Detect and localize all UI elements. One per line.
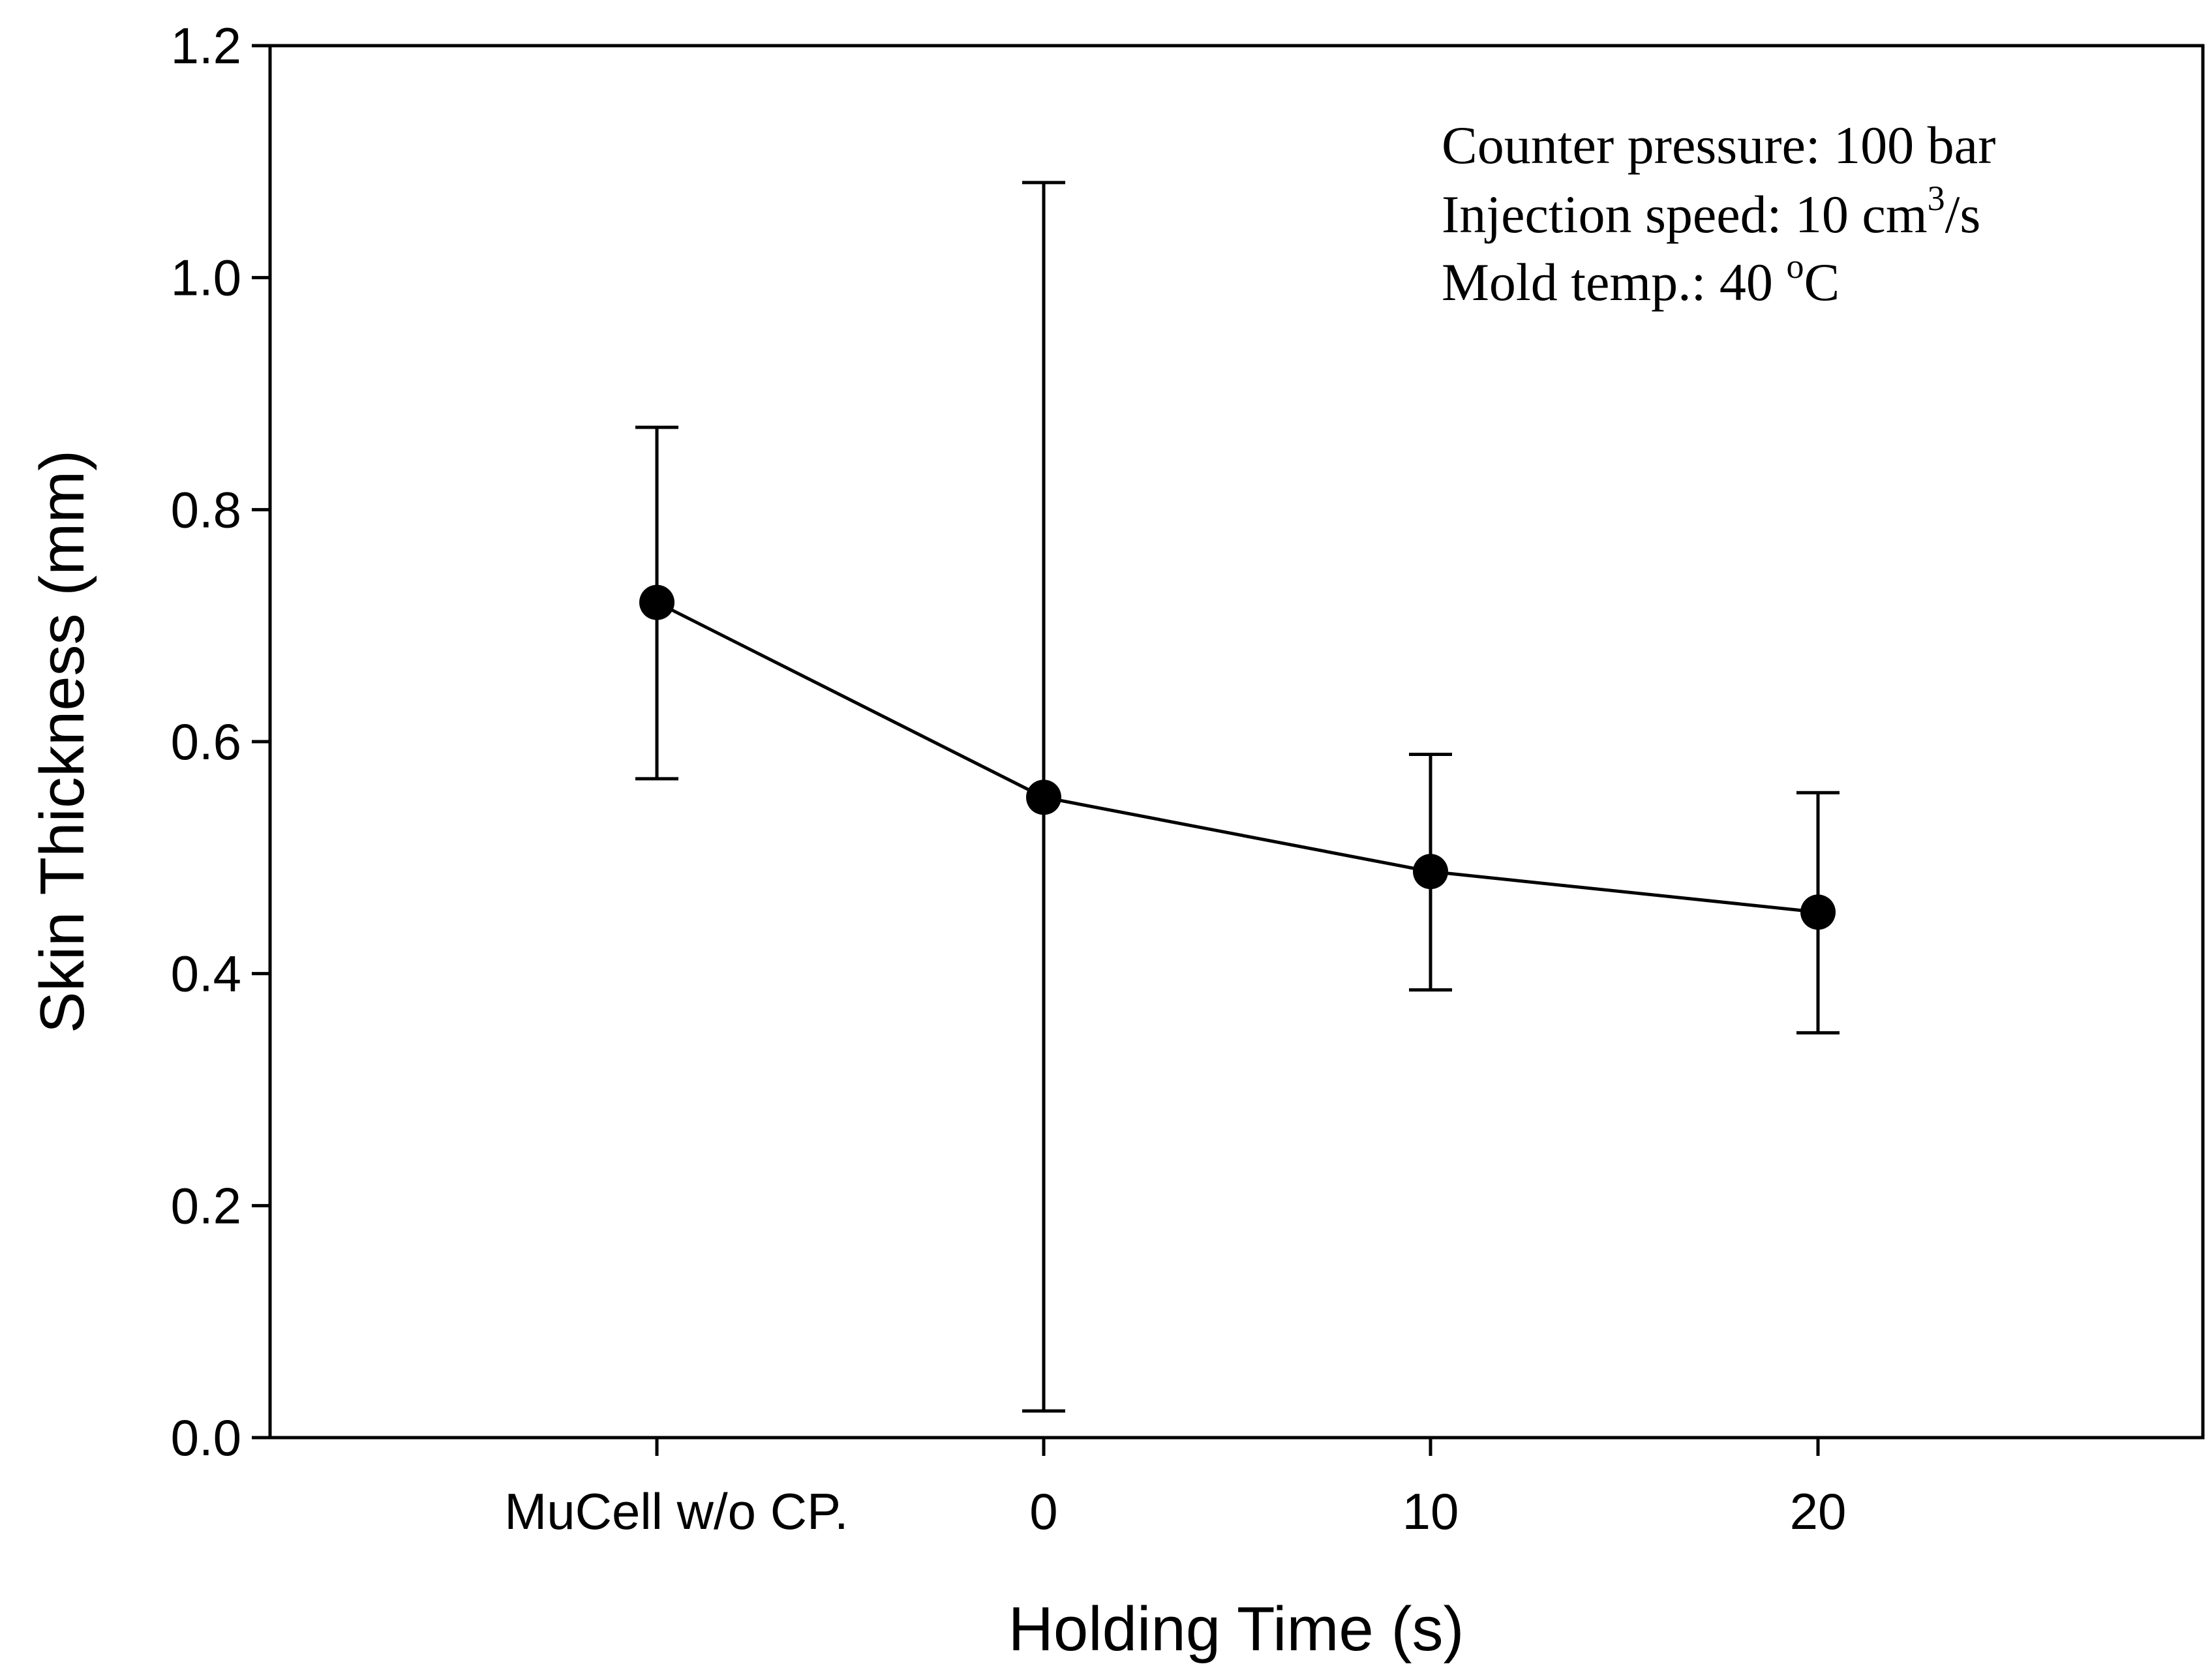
y-axis: 0.0 0.2 0.4 0.6 0.8 1.0 1.2 <box>171 17 270 1466</box>
data-point <box>639 584 674 620</box>
mold-temp-degree: o <box>1786 247 1804 286</box>
injection-speed-unit: /s <box>1945 185 1981 244</box>
y-tick-label: 0.2 <box>171 1177 241 1234</box>
y-tick-label: 1.0 <box>171 249 241 307</box>
injection-speed-main: Injection speed: 10 cm <box>1442 185 1928 244</box>
data-point <box>1800 894 1836 930</box>
annotation-mold-temp: Mold temp.: 40 oC <box>1442 247 1840 312</box>
y-tick-label: 0.4 <box>171 945 241 1003</box>
x-tick-label: 10 <box>1402 1483 1459 1540</box>
x-axis: MuCell w/o CP. 0 10 20 <box>504 1438 1846 1540</box>
x-tick-label: 20 <box>1790 1483 1847 1540</box>
x-tick-label: MuCell w/o CP. <box>504 1483 848 1540</box>
data-point <box>1026 779 1061 815</box>
x-tick-label: 0 <box>1029 1483 1057 1540</box>
mold-temp-main: Mold temp.: 40 <box>1442 252 1786 312</box>
x-axis-title: Holding Time (s) <box>1008 1594 1464 1664</box>
y-tick-label: 0.0 <box>171 1409 241 1466</box>
plot-area-frame <box>268 44 2205 1440</box>
y-axis-title: Skin Thickness (mm) <box>27 450 97 1033</box>
y-tick-label: 0.6 <box>171 713 241 770</box>
annotation-injection-speed: Injection speed: 10 cm3/s <box>1442 179 1980 244</box>
series-line <box>656 601 1819 914</box>
y-tick-label: 0.8 <box>171 481 241 538</box>
data-point <box>1413 854 1448 890</box>
data-series <box>635 181 1840 1413</box>
mold-temp-unit: C <box>1804 252 1840 312</box>
injection-speed-superscript: 3 <box>1928 179 1945 218</box>
annotation-block: Counter pressure: 100 bar Injection spee… <box>1442 115 1995 312</box>
y-tick-label: 1.2 <box>171 17 241 74</box>
annotation-counter-pressure: Counter pressure: 100 bar <box>1442 115 1995 175</box>
